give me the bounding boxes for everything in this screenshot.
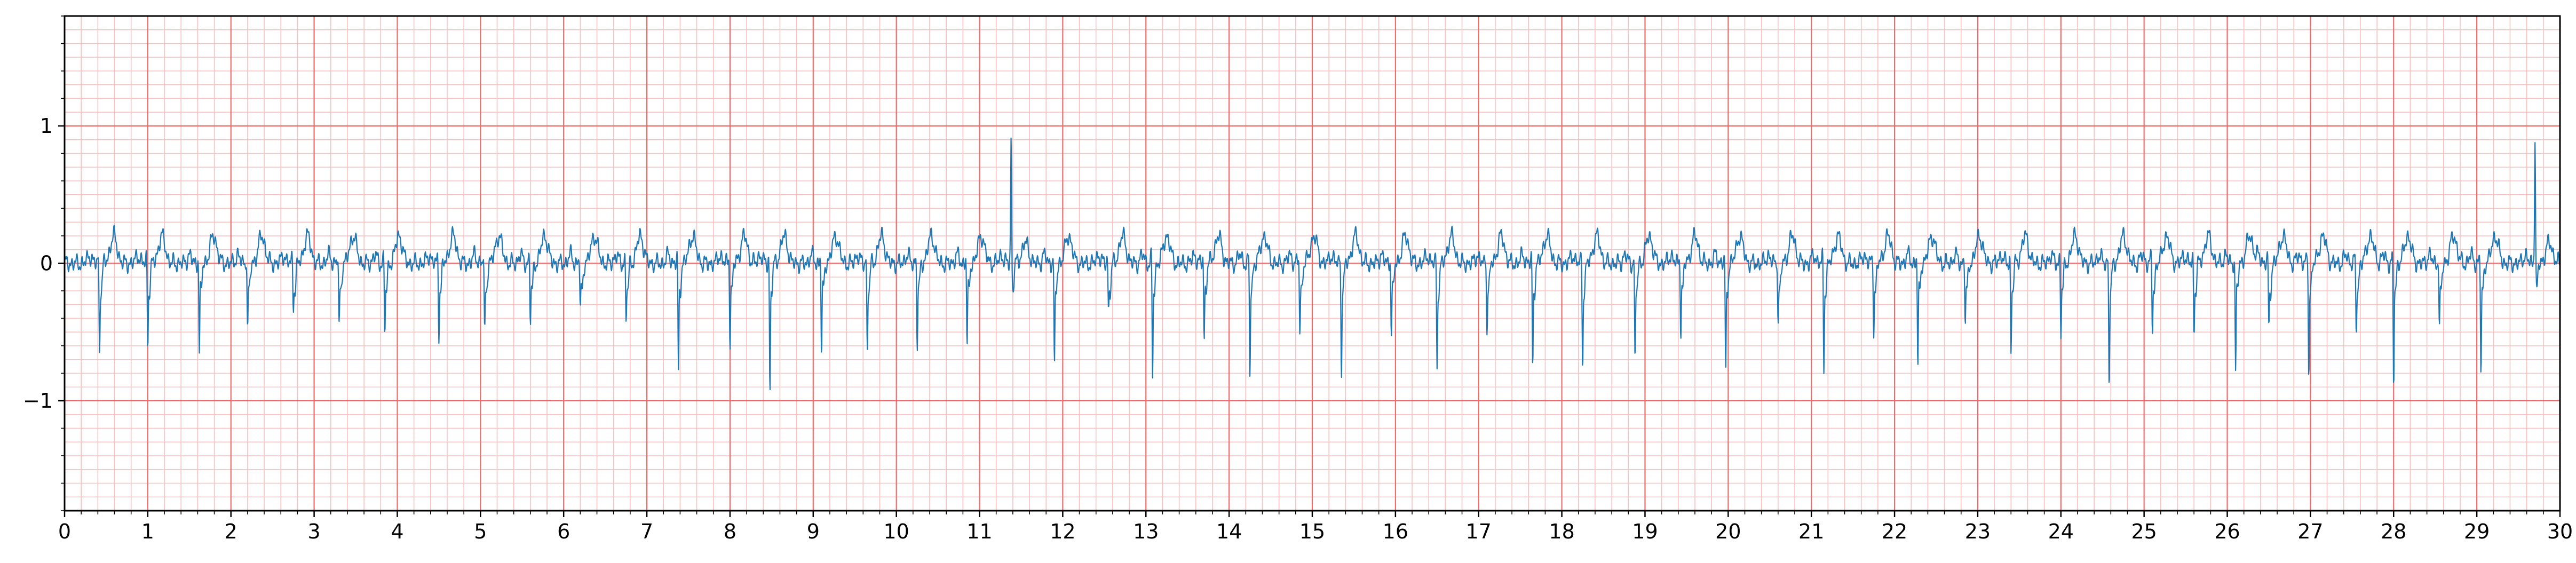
x-tick-label: 3: [308, 520, 321, 543]
x-tick-label: 29: [2464, 520, 2490, 543]
x-tick-label: 1: [141, 520, 154, 543]
x-tick-label: 24: [2048, 520, 2074, 543]
x-tick-label: 19: [1632, 520, 1658, 543]
axis-ticks: [58, 15, 2561, 517]
y-tick-label: −1: [23, 389, 53, 413]
y-tick-label: 0: [40, 252, 53, 275]
x-tick-label: 30: [2547, 520, 2573, 543]
x-tick-label: 10: [883, 520, 909, 543]
x-tick-label: 21: [1798, 520, 1824, 543]
x-tick-label: 11: [966, 520, 992, 543]
x-tick-label: 17: [1466, 520, 1492, 543]
x-tick-label: 26: [2214, 520, 2240, 543]
x-tick-label: 2: [225, 520, 237, 543]
x-tick-label: 4: [391, 520, 403, 543]
y-tick-labels: −1 0 1: [23, 114, 53, 413]
x-tick-label: 23: [1965, 520, 1991, 543]
x-tick-label: 8: [724, 520, 736, 543]
x-tick-label: 25: [2131, 520, 2157, 543]
grid-major: [64, 16, 2561, 511]
x-tick-label: 15: [1299, 520, 1325, 543]
x-tick-label: 9: [807, 520, 820, 543]
x-tick-label: 28: [2381, 520, 2406, 543]
x-tick-label: 18: [1549, 520, 1574, 543]
x-tick-label: 6: [557, 520, 570, 543]
x-tick-label: 27: [2297, 520, 2323, 543]
x-tick-label: 14: [1216, 520, 1242, 543]
x-tick-label: 5: [474, 520, 487, 543]
x-tick-label: 22: [1882, 520, 1907, 543]
x-tick-label: 16: [1383, 520, 1408, 543]
ecg-signal-line: [64, 137, 2561, 391]
x-tick-labels: 0 1 2 3 4 5 6 7 8 9 10 11 12 13 14 15 16 17 18 19 20 21 22 23 24…: [58, 520, 2573, 543]
y-tick-label: 1: [40, 114, 53, 138]
x-tick-label: 12: [1050, 520, 1075, 543]
x-tick-label: 0: [58, 520, 71, 543]
x-tick-label: 20: [1715, 520, 1741, 543]
x-tick-label: 7: [640, 520, 653, 543]
x-tick-label: 13: [1133, 520, 1159, 543]
